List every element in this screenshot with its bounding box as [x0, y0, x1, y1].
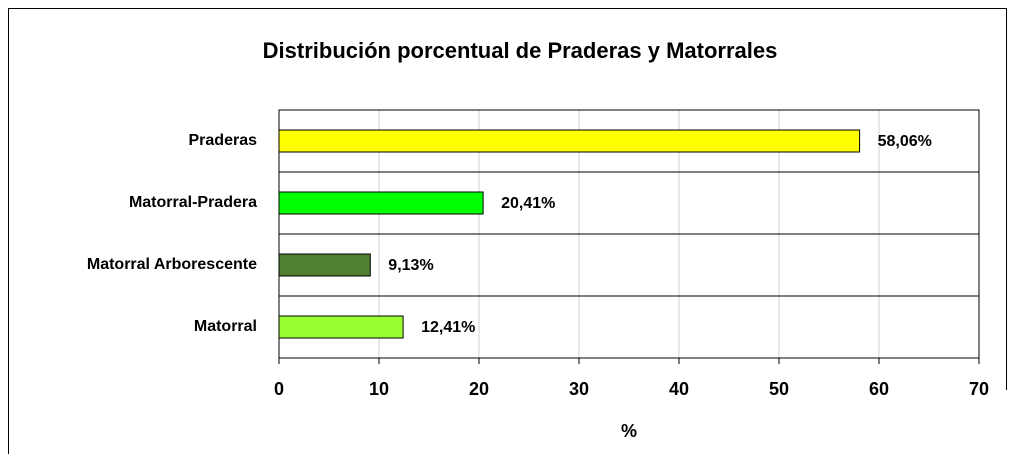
- y-tick-label: Praderas: [189, 132, 258, 149]
- bar: [278, 315, 404, 339]
- data-label: 58,06%: [878, 133, 932, 150]
- bar: [278, 191, 484, 215]
- y-tick-label: Matorral Arborescente: [87, 256, 257, 273]
- x-axis-label: %: [621, 421, 637, 441]
- plot-frame: [278, 109, 980, 359]
- chart-title: Distribución porcentual de Praderas y Ma…: [263, 38, 778, 63]
- bar: [278, 253, 371, 277]
- data-label: 9,13%: [388, 257, 433, 274]
- x-tick-label: 10: [369, 379, 389, 399]
- x-tick-label: 60: [869, 379, 889, 399]
- bar: [278, 129, 861, 153]
- x-tick-label: 40: [669, 379, 689, 399]
- data-label: 20,41%: [501, 195, 555, 212]
- x-tick-label: 0: [274, 379, 284, 399]
- data-label: 12,41%: [421, 319, 475, 336]
- x-tick-label: 70: [969, 379, 989, 399]
- y-tick-label: Matorral-Pradera: [129, 194, 257, 211]
- y-tick-label: Matorral: [194, 318, 257, 335]
- x-tick-label: 20: [469, 379, 489, 399]
- x-tick-label: 50: [769, 379, 789, 399]
- x-tick-label: 30: [569, 379, 589, 399]
